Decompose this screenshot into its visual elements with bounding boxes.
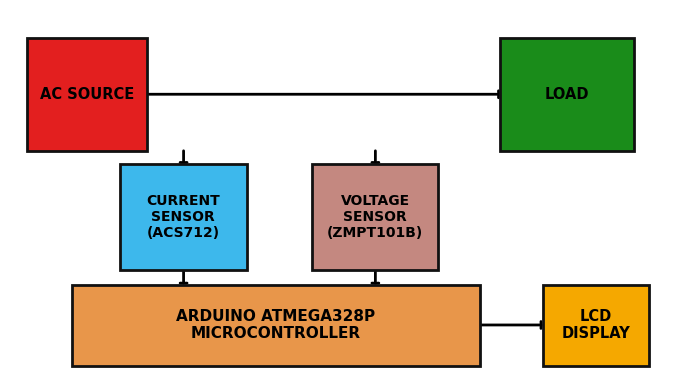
Bar (72, 285, 480, 366)
Bar (27, 38, 147, 151)
Text: AC SOURCE: AC SOURCE (40, 87, 134, 102)
Bar (543, 285, 649, 366)
Bar (500, 38, 634, 151)
Text: ARDUINO ATMEGA328P
MICROCONTROLLER: ARDUINO ATMEGA328P MICROCONTROLLER (176, 309, 375, 341)
Text: LCD
DISPLAY: LCD DISPLAY (561, 309, 630, 341)
Bar (312, 164, 438, 270)
Text: VOLTAGE
SENSOR
(ZMPT101B): VOLTAGE SENSOR (ZMPT101B) (327, 193, 423, 240)
Text: LOAD: LOAD (545, 87, 589, 102)
Text: CURRENT
SENSOR
(ACS712): CURRENT SENSOR (ACS712) (147, 193, 220, 240)
Bar (120, 164, 247, 270)
